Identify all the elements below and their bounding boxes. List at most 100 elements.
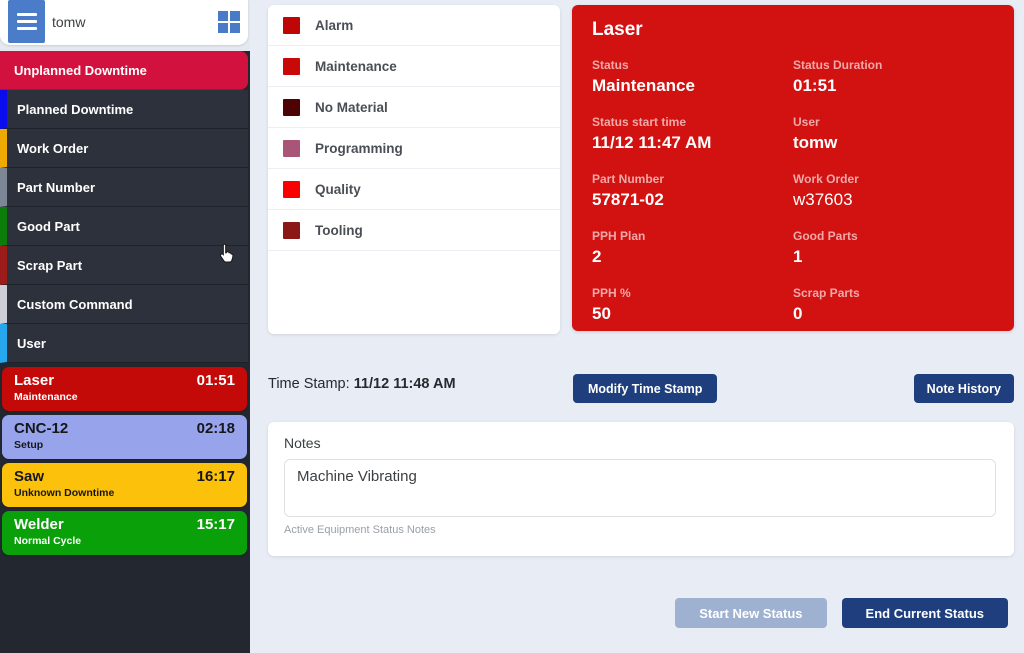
machine-name: Saw	[14, 468, 45, 485]
sidebar-item-work-order[interactable]: Work Order	[0, 129, 248, 168]
status-field-value: w37603	[793, 190, 853, 209]
status-field-label: Status Duration	[793, 58, 883, 72]
command-list: Unplanned Downtime Planned Downtime Work O…	[0, 51, 250, 363]
status-field-value: 0	[793, 304, 803, 323]
status-field-label: PPH %	[592, 286, 631, 300]
machine-list: Laser 01:51 Maintenance CNC-12 02:18 Setup Saw…	[0, 363, 250, 555]
reason-item-no-material[interactable]: No Material	[268, 87, 560, 128]
sidebar-item-scrap-part[interactable]: Scrap Part	[0, 246, 248, 285]
status-field-good-parts: Good Parts 1	[793, 229, 994, 267]
machine-card-laser[interactable]: Laser 01:51 Maintenance	[2, 367, 247, 411]
timestamp-row: Time Stamp: 11/12 11:48 AM Modify Time S…	[250, 368, 1024, 408]
reason-label: Maintenance	[315, 58, 397, 74]
reason-color-swatch	[283, 180, 300, 198]
notes-panel: Notes Machine Vibrating Active Equipment…	[268, 422, 1014, 556]
username-display[interactable]: tomw	[52, 0, 85, 43]
machine-card-cnc-12[interactable]: CNC-12 02:18 Setup	[2, 415, 247, 459]
sidebar-item-user[interactable]: User	[0, 324, 248, 363]
reason-color-swatch	[283, 16, 300, 34]
start-new-status-button[interactable]: Start New Status	[675, 598, 827, 628]
timestamp-label: Time Stamp: 11/12 11:48 AM	[268, 376, 456, 392]
sidebar-item-label: Part Number	[17, 179, 96, 195]
status-reason-list: Alarm Maintenance No Material Programming Qu…	[268, 5, 560, 334]
reason-item-tooling[interactable]: Tooling	[268, 210, 560, 251]
status-field-value: 57871-02	[592, 190, 664, 209]
machine-status-duration: 16:17	[196, 468, 235, 485]
machine-name: CNC-12	[14, 420, 69, 437]
reason-color-swatch	[283, 57, 300, 75]
modify-timestamp-button[interactable]: Modify Time Stamp	[573, 374, 718, 403]
status-field-value: 11/12 11:47 AM	[592, 133, 712, 152]
status-panel-title: Laser	[592, 19, 643, 40]
reason-item-maintenance[interactable]: Maintenance	[268, 46, 560, 87]
machine-name: Laser	[14, 372, 55, 389]
status-field-label: Part Number	[592, 172, 665, 186]
sidebar-item-label: Unplanned Downtime	[14, 62, 147, 78]
action-buttons: Start New Status End Current Status	[675, 598, 1008, 628]
sidebar-item-part-number[interactable]: Part Number	[0, 168, 248, 207]
status-field-label: PPH Plan	[592, 229, 646, 243]
reason-item-quality[interactable]: Quality	[268, 169, 560, 210]
status-field-value: 50	[592, 304, 611, 323]
sidebar-item-label: Scrap Part	[17, 257, 83, 273]
reason-label: No Material	[315, 99, 388, 115]
reason-label: Programming	[315, 140, 403, 156]
notes-input[interactable]: Machine Vibrating	[284, 459, 996, 517]
status-field-label: Work Order	[793, 172, 859, 186]
note-history-button[interactable]: Note History	[913, 374, 1014, 403]
status-field-status-start-time: Status start time 11/12 11:47 AM	[592, 115, 793, 153]
username-text: tomw	[52, 13, 86, 30]
status-field-scrap-parts: Scrap Parts 0	[793, 286, 994, 324]
sidebar-item-label: Custom Command	[17, 296, 133, 312]
reason-label: Alarm	[315, 17, 354, 33]
status-field-value: Maintenance	[592, 76, 695, 95]
machine-status: Normal Cycle	[14, 535, 82, 547]
status-field-value: tomw	[793, 133, 838, 152]
reason-item-alarm[interactable]: Alarm	[268, 5, 560, 46]
machine-status-duration: 02:18	[196, 420, 235, 437]
sidebar: tomw Unplanned Downtime Planned Downtime W…	[0, 0, 250, 653]
machine-card-saw[interactable]: Saw 16:17 Unknown Downtime	[2, 463, 247, 507]
machine-card-header: Welder 15:17	[14, 516, 235, 533]
reason-color-swatch	[283, 139, 300, 157]
reason-item-programming[interactable]: Programming	[268, 128, 560, 169]
sidebar-item-label: Work Order	[17, 140, 89, 156]
main-content: Alarm Maintenance No Material Programming Qu…	[250, 0, 1024, 653]
timestamp-caption: Time Stamp:	[268, 376, 350, 392]
status-field-part-number: Part Number 57871-02	[592, 172, 793, 210]
apps-grid-icon[interactable]	[218, 11, 240, 33]
machine-status-duration: 15:17	[196, 516, 235, 533]
status-field-status-duration: Status Duration 01:51	[793, 58, 994, 96]
timestamp-value: 11/12 11:48 AM	[353, 376, 456, 392]
status-panel: Laser Status Maintenance Status Duration 01…	[572, 5, 1014, 331]
reason-color-swatch	[283, 98, 300, 116]
status-field-label: Status	[592, 58, 629, 72]
reason-color-swatch	[283, 221, 300, 239]
sidebar-item-planned-downtime[interactable]: Planned Downtime	[0, 90, 248, 129]
status-field-status: Status Maintenance	[592, 58, 793, 96]
sidebar-item-label: Planned Downtime	[17, 101, 134, 117]
machine-status: Setup	[14, 439, 44, 451]
sidebar-header: tomw	[0, 0, 248, 45]
status-field-label: Scrap Parts	[793, 286, 860, 300]
status-field-pph: PPH % 50	[592, 286, 793, 324]
machine-card-welder[interactable]: Welder 15:17 Normal Cycle	[2, 511, 247, 555]
machine-status: Unknown Downtime	[14, 487, 115, 499]
sidebar-item-unplanned-downtime[interactable]: Unplanned Downtime	[0, 51, 248, 90]
machine-card-header: Laser 01:51	[14, 372, 235, 389]
menu-button[interactable]	[8, 0, 45, 43]
machine-card-header: CNC-12 02:18	[14, 420, 235, 437]
machine-card-header: Saw 16:17	[14, 468, 235, 485]
sidebar-item-good-part[interactable]: Good Part	[0, 207, 248, 246]
sidebar-item-label: User	[17, 335, 46, 351]
machine-name: Welder	[14, 516, 64, 533]
status-field-work-order: Work Order w37603	[793, 172, 994, 210]
end-current-status-button[interactable]: End Current Status	[841, 598, 1008, 628]
status-field-label: Good Parts	[793, 229, 858, 243]
sidebar-item-custom-command[interactable]: Custom Command	[0, 285, 248, 324]
reason-label: Quality	[315, 181, 361, 197]
notes-helper-text: Active Equipment Status Notes	[284, 524, 436, 536]
notes-label: Notes	[284, 435, 321, 451]
status-field-user: User tomw	[793, 115, 994, 153]
